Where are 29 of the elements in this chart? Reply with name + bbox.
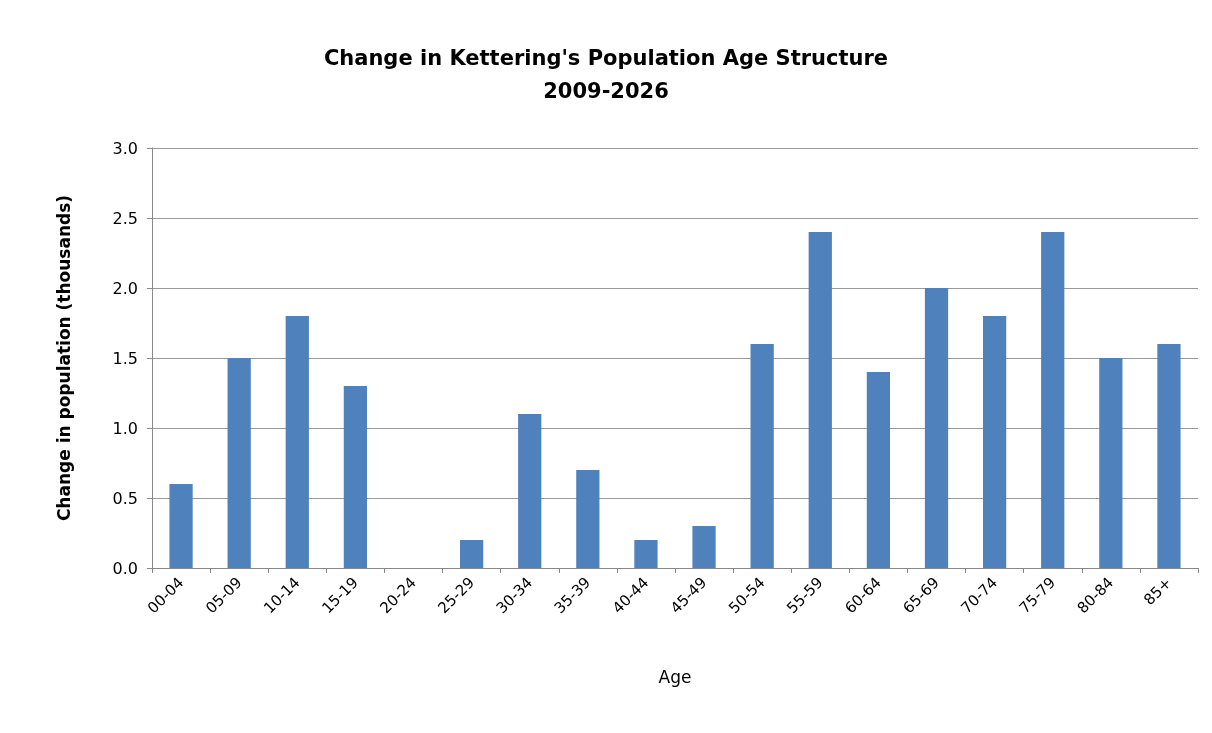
y-tick-label: 1.0 xyxy=(112,418,138,438)
bar xyxy=(1041,232,1065,568)
y-tick-label: 2.5 xyxy=(112,208,138,228)
y-tick-label: 1.5 xyxy=(112,348,138,368)
bar xyxy=(634,540,658,568)
bar xyxy=(692,526,716,568)
x-axis-title: Age xyxy=(658,666,692,687)
y-axis-title: Change in population (thousands) xyxy=(53,194,74,522)
bar xyxy=(227,358,251,568)
y-tick-label: 0.0 xyxy=(112,558,138,578)
bar xyxy=(982,316,1007,568)
bar xyxy=(808,232,832,568)
bar xyxy=(518,414,542,568)
bar xyxy=(924,288,949,568)
bar xyxy=(576,470,600,568)
bar xyxy=(285,316,309,568)
bar xyxy=(1157,344,1181,568)
bar xyxy=(343,386,368,568)
x-tick-label: 85+ xyxy=(1140,573,1176,609)
bar xyxy=(459,540,484,568)
bar xyxy=(750,344,774,568)
bar xyxy=(866,372,891,568)
y-tick-label: 0.5 xyxy=(112,488,138,508)
y-tick-label: 2.0 xyxy=(112,278,138,298)
bar xyxy=(1099,358,1123,568)
chart-subtitle: 2009-2026 xyxy=(543,78,669,103)
bar xyxy=(169,484,193,568)
y-tick-label: 3.0 xyxy=(112,138,138,158)
chart-title: Change in Kettering's Population Age Structure xyxy=(323,45,889,70)
